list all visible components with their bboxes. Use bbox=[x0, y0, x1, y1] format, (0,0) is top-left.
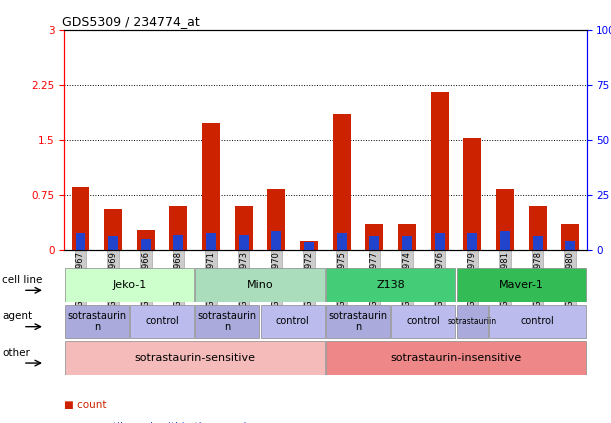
Text: control: control bbox=[145, 316, 179, 327]
Bar bbox=[71, 187, 89, 250]
Bar bbox=[529, 206, 547, 250]
Text: sotrastaurin
n: sotrastaurin n bbox=[329, 310, 387, 332]
Text: other: other bbox=[2, 348, 30, 358]
FancyBboxPatch shape bbox=[65, 269, 194, 302]
Bar bbox=[206, 233, 216, 250]
Text: Z138: Z138 bbox=[376, 280, 405, 290]
Bar bbox=[365, 224, 383, 250]
Text: control: control bbox=[521, 316, 554, 327]
Bar bbox=[235, 206, 253, 250]
Bar bbox=[137, 230, 155, 250]
FancyBboxPatch shape bbox=[196, 269, 324, 302]
Text: sotrastaurin-sensitive: sotrastaurin-sensitive bbox=[134, 353, 255, 363]
Text: control: control bbox=[406, 316, 440, 327]
Bar bbox=[268, 190, 285, 250]
Text: Jeko-1: Jeko-1 bbox=[112, 280, 147, 290]
Bar bbox=[565, 241, 575, 250]
Bar bbox=[500, 231, 510, 250]
Text: ■ count: ■ count bbox=[64, 400, 107, 410]
Bar bbox=[169, 206, 188, 250]
Bar bbox=[370, 236, 379, 250]
Text: agent: agent bbox=[2, 311, 32, 321]
FancyBboxPatch shape bbox=[456, 269, 586, 302]
Text: sotrastaurin-insensitive: sotrastaurin-insensitive bbox=[390, 353, 522, 363]
Bar bbox=[467, 233, 477, 250]
Text: ■ percentile rank within the sample: ■ percentile rank within the sample bbox=[64, 422, 253, 423]
Bar bbox=[434, 233, 445, 250]
Text: Maver-1: Maver-1 bbox=[499, 280, 544, 290]
Bar bbox=[141, 239, 151, 250]
Text: GDS5309 / 234774_at: GDS5309 / 234774_at bbox=[62, 16, 199, 28]
Bar bbox=[76, 233, 86, 250]
Bar bbox=[108, 236, 118, 250]
Bar bbox=[402, 236, 412, 250]
Bar bbox=[202, 124, 220, 250]
Bar bbox=[533, 236, 543, 250]
FancyBboxPatch shape bbox=[326, 341, 586, 374]
Bar bbox=[104, 209, 122, 250]
Bar bbox=[337, 233, 346, 250]
Bar bbox=[333, 114, 351, 250]
FancyBboxPatch shape bbox=[130, 305, 194, 338]
Bar bbox=[496, 190, 514, 250]
FancyBboxPatch shape bbox=[326, 269, 455, 302]
FancyBboxPatch shape bbox=[196, 305, 260, 338]
FancyBboxPatch shape bbox=[489, 305, 586, 338]
Text: sotrastaurin
n: sotrastaurin n bbox=[198, 310, 257, 332]
Text: sotrastauriin: sotrastauriin bbox=[448, 317, 497, 326]
FancyBboxPatch shape bbox=[326, 305, 390, 338]
FancyBboxPatch shape bbox=[391, 305, 455, 338]
Text: sotrastaurin
n: sotrastaurin n bbox=[67, 310, 126, 332]
Bar bbox=[304, 242, 314, 250]
Bar bbox=[463, 138, 481, 250]
Bar bbox=[300, 241, 318, 250]
Text: cell line: cell line bbox=[2, 275, 43, 285]
Bar bbox=[431, 92, 448, 250]
FancyBboxPatch shape bbox=[456, 305, 488, 338]
Text: Mino: Mino bbox=[247, 280, 273, 290]
Bar bbox=[174, 235, 183, 250]
Bar bbox=[398, 224, 416, 250]
Bar bbox=[562, 224, 579, 250]
Text: control: control bbox=[276, 316, 310, 327]
FancyBboxPatch shape bbox=[261, 305, 324, 338]
FancyBboxPatch shape bbox=[65, 305, 129, 338]
Bar bbox=[239, 235, 249, 250]
FancyBboxPatch shape bbox=[65, 341, 324, 374]
Bar bbox=[271, 231, 281, 250]
